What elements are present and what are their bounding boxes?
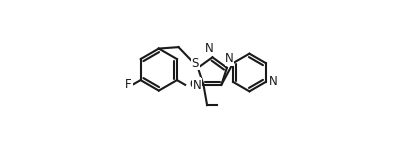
Text: N: N — [204, 42, 213, 55]
Text: F: F — [125, 78, 132, 91]
Text: Cl: Cl — [189, 78, 200, 91]
Text: N: N — [192, 79, 201, 92]
Text: N: N — [268, 75, 277, 88]
Text: S: S — [191, 57, 198, 70]
Text: N: N — [225, 52, 233, 65]
